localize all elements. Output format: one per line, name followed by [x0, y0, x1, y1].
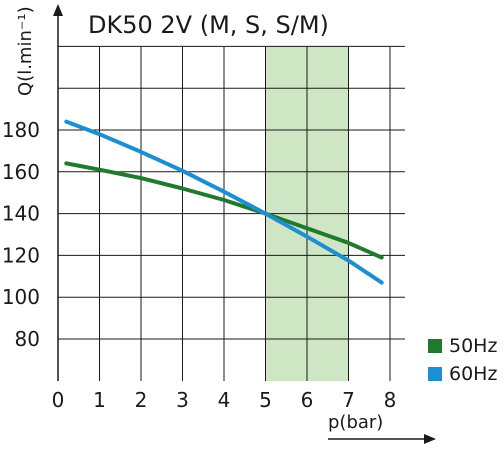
legend-swatch-50hz: [428, 339, 442, 353]
x-axis-arrow: [424, 434, 436, 444]
x-tick-label: 6: [301, 388, 314, 412]
x-tick-label: 8: [384, 388, 397, 412]
x-tick-label: 7: [342, 388, 355, 412]
x-axis-label: p(bar): [328, 412, 383, 433]
series-line-50hz: [64, 161, 384, 260]
x-tick-label: 2: [135, 388, 148, 412]
grid-layer: [58, 45, 405, 381]
ticks-layer: 0 1 2 3 4 5 6 7 8 80 100 120 140 160 180: [2, 118, 397, 412]
x-tick-label: 5: [259, 388, 272, 412]
x-tick-label: 1: [93, 388, 106, 412]
legend-swatch-60hz: [428, 367, 442, 381]
y-tick-label: 140: [2, 202, 40, 226]
series-line-60hz: [64, 119, 384, 285]
series-layer: [64, 119, 384, 285]
chart-title: DK50 2V (M, S, S/M): [88, 11, 329, 39]
legend-label-50hz: 50Hz: [449, 335, 497, 357]
y-axis-label: Q(l.min⁻¹): [15, 6, 36, 96]
x-tick-label: 3: [176, 388, 189, 412]
y-tick-label: 160: [2, 160, 40, 184]
y-tick-label: 100: [2, 285, 40, 309]
axes-layer: [53, 4, 436, 444]
legend-label-60hz: 60Hz: [449, 363, 497, 385]
x-tick-label: 4: [218, 388, 231, 412]
y-tick-label: 180: [2, 118, 40, 142]
legend: 50Hz 60Hz: [428, 335, 497, 385]
x-tick-label: 0: [52, 388, 65, 412]
y-axis-arrow: [53, 4, 63, 16]
y-tick-label: 120: [2, 243, 40, 267]
y-tick-label: 80: [15, 327, 40, 351]
